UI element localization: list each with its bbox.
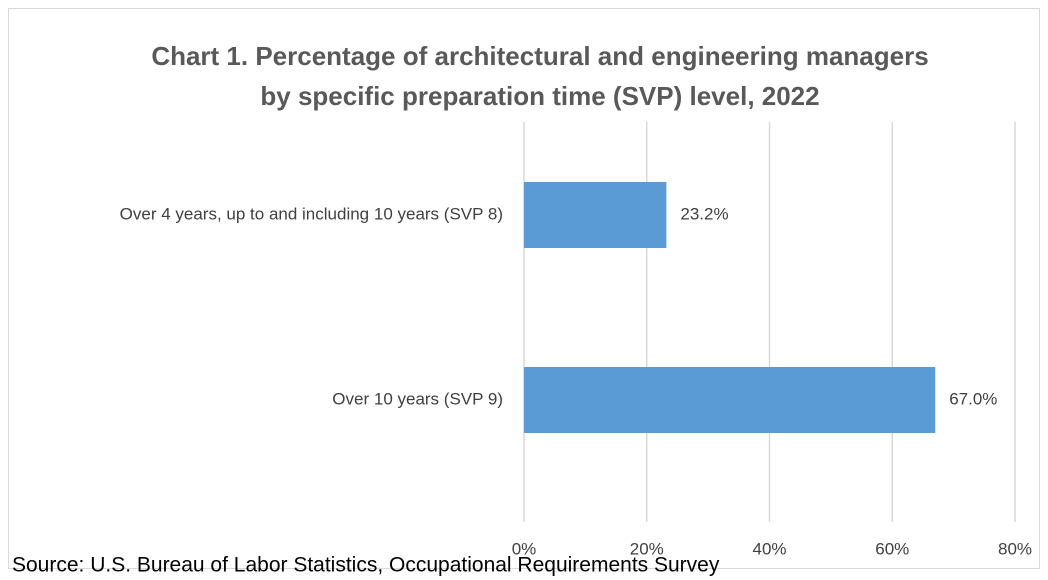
y-tick-label: Over 4 years, up to and including 10 yea… bbox=[120, 204, 503, 223]
bar bbox=[524, 367, 936, 433]
x-tick-label: 20% bbox=[630, 539, 664, 558]
x-tick-label: 60% bbox=[875, 539, 909, 558]
x-tick-label: 80% bbox=[998, 539, 1032, 558]
chart-title: Chart 1. Percentage of architectural and… bbox=[151, 41, 928, 71]
data-label: 67.0% bbox=[949, 389, 997, 408]
source-note: Source: U.S. Bureau of Labor Statistics,… bbox=[12, 554, 720, 577]
chart-title: by specific preparation time (SVP) level… bbox=[260, 81, 819, 111]
bar bbox=[524, 182, 667, 248]
x-tick-label: 0% bbox=[512, 539, 537, 558]
data-label: 23.2% bbox=[680, 204, 728, 223]
y-tick-label: Over 10 years (SVP 9) bbox=[332, 389, 503, 408]
x-tick-label: 40% bbox=[752, 539, 786, 558]
